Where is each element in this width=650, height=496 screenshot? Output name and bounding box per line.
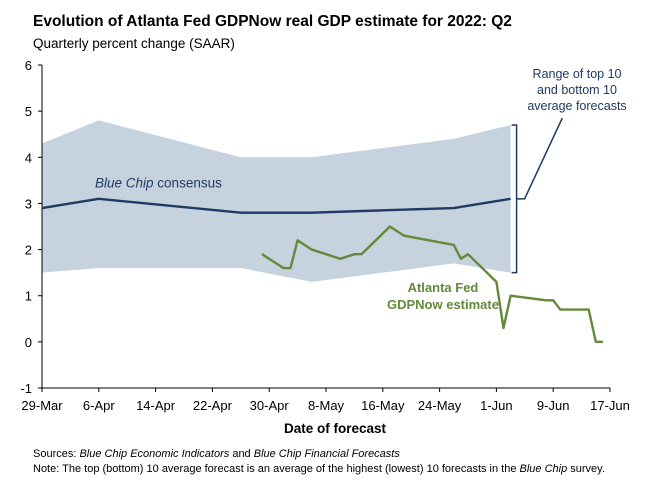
y-tick-label: 4 bbox=[25, 150, 32, 165]
range-annotation-line: and bottom 10 bbox=[537, 83, 617, 97]
sources-source-2: Blue Chip Financial Forecasts bbox=[253, 448, 400, 460]
x-tick-label: 8-May bbox=[308, 398, 345, 413]
note-label: Note: bbox=[33, 463, 63, 475]
gdpnow-annotation-line: GDPNow estimate bbox=[387, 297, 499, 312]
note-end: survey. bbox=[567, 463, 605, 475]
gdpnow-annotation-line: Atlanta Fed bbox=[408, 280, 479, 295]
gdpnow-estimate-line bbox=[261, 225, 603, 344]
note-italic: Blue Chip bbox=[519, 463, 568, 475]
note-text: The top (bottom) 10 average forecast is … bbox=[62, 463, 520, 475]
sources-source-1: Blue Chip Economic Indicators bbox=[79, 448, 230, 460]
y-tick-label: 6 bbox=[25, 58, 32, 73]
y-tick-label: -1 bbox=[20, 381, 32, 396]
range-band bbox=[42, 120, 511, 282]
y-tick-label: 0 bbox=[25, 335, 32, 350]
x-tick-label: 17-Jun bbox=[590, 398, 630, 413]
footnote: Note: The top (bottom) 10 average foreca… bbox=[33, 463, 605, 475]
consensus-annotation: Blue Chip consensus bbox=[95, 175, 222, 190]
blue-chip-consensus-line bbox=[41, 197, 511, 214]
chart-title: Evolution of Atlanta Fed GDPNow real GDP… bbox=[33, 13, 512, 30]
y-tick-label: 5 bbox=[25, 104, 32, 119]
x-tick-label: 24-May bbox=[418, 398, 462, 413]
sources-note: Sources: Blue Chip Economic Indicators a… bbox=[33, 448, 400, 460]
range-annotation-line: average forecasts bbox=[527, 99, 626, 113]
x-axis-label: Date of forecast bbox=[283, 421, 387, 436]
y-tick-label: 2 bbox=[25, 243, 32, 258]
y-tick-label: 1 bbox=[25, 289, 32, 304]
x-tick-label: 6-Apr bbox=[83, 398, 115, 413]
range-bracket bbox=[511, 124, 518, 274]
range-callout-line bbox=[516, 117, 563, 200]
sources-label: Sources: bbox=[33, 448, 80, 460]
y-tick-label: 3 bbox=[25, 196, 32, 211]
x-tick-label: 14-Apr bbox=[136, 398, 176, 413]
consensus-annotation-rest: consensus bbox=[154, 175, 223, 190]
x-tick-label: 22-Apr bbox=[193, 398, 233, 413]
x-tick-label: 1-Jun bbox=[480, 398, 513, 413]
x-tick-label: 29-Mar bbox=[21, 398, 63, 413]
chart-canvas: -1 0 1 2 3 4 5 6 29-Mar 6-Apr 14-Apr 22-Apr 30-Apr 8-… bbox=[20, 58, 630, 413]
range-annotation-line: Range of top 10 bbox=[533, 67, 622, 81]
sources-and: and bbox=[229, 448, 254, 460]
x-tick-label: 9-Jun bbox=[537, 398, 570, 413]
x-tick-label: 16-May bbox=[361, 398, 405, 413]
chart-subtitle: Quarterly percent change (SAAR) bbox=[33, 36, 235, 51]
consensus-annotation-italic: Blue Chip bbox=[95, 175, 154, 190]
x-tick-label: 30-Apr bbox=[250, 398, 290, 413]
